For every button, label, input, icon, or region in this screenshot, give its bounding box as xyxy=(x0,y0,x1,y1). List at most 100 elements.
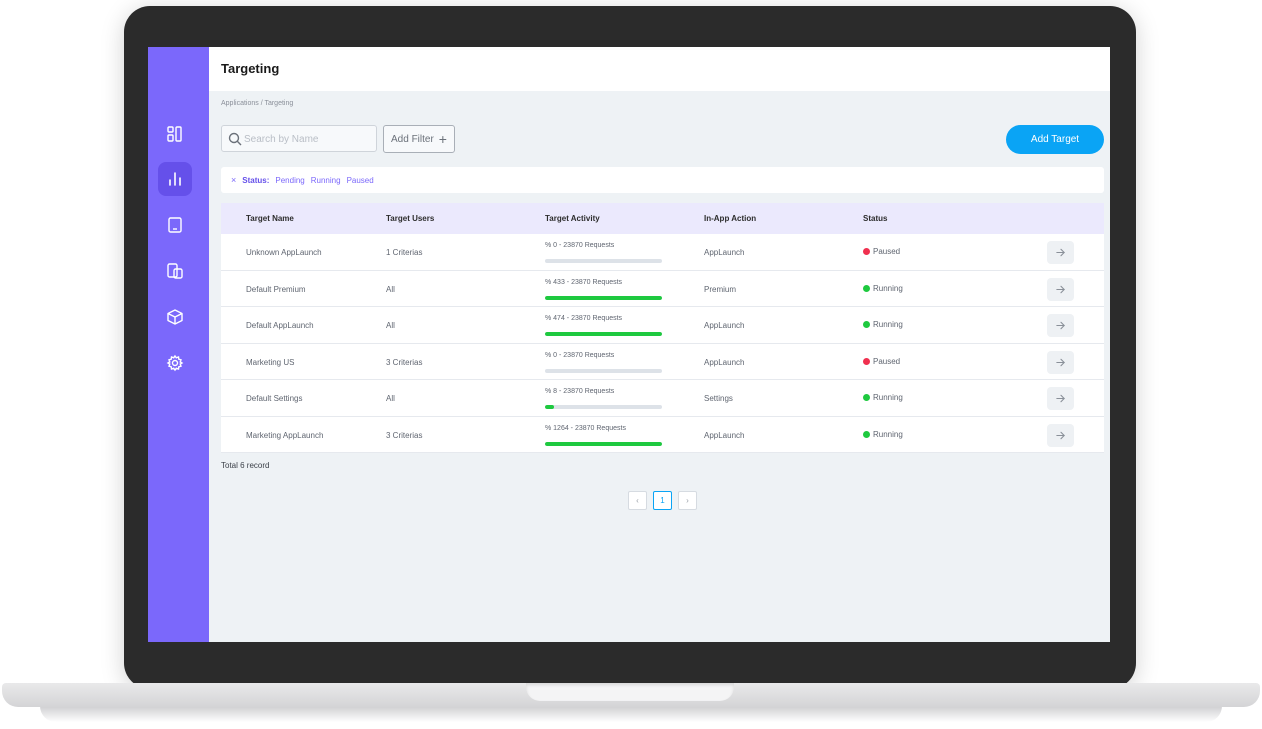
status-filter-bar: × Status: Pending Running Paused xyxy=(221,167,1104,193)
target-name: Default Premium xyxy=(246,284,306,294)
pagination-prev-button[interactable]: ‹ xyxy=(628,491,647,510)
total-records: Total 6 record xyxy=(221,461,270,470)
open-target-button[interactable] xyxy=(1047,423,1074,447)
target-users: All xyxy=(386,321,395,330)
in-app-action: AppLaunch xyxy=(704,248,745,257)
arrow-right-icon xyxy=(1056,394,1065,403)
target-name: Marketing AppLaunch xyxy=(246,430,324,440)
status-badge: Running xyxy=(863,393,903,402)
settings-icon xyxy=(166,354,184,372)
target-activity-text: % 433 - 23870 Requests xyxy=(545,278,623,286)
activity-progress-bar xyxy=(545,368,662,373)
open-target-button[interactable] xyxy=(1047,350,1074,374)
status-label: Paused xyxy=(873,356,901,366)
target-name: Default Settings xyxy=(246,394,303,403)
sidebar-item-devices[interactable] xyxy=(158,254,192,288)
status-dot-icon xyxy=(863,430,870,438)
sidebar-item-analytics[interactable] xyxy=(158,162,192,196)
target-activity-text: % 0 - 23870 Requests xyxy=(545,242,615,249)
status-dot-icon xyxy=(863,284,870,292)
sidebar-item-settings[interactable] xyxy=(158,346,192,380)
sidebar-item-dashboard[interactable] xyxy=(158,117,192,151)
status-dot-icon xyxy=(863,248,870,255)
target-users: All xyxy=(386,284,395,294)
table-row: Default Premium All % 433 - 23870 Reques… xyxy=(221,270,1104,307)
status-filter-running[interactable]: Running xyxy=(310,175,341,185)
activity-progress-bar xyxy=(545,295,662,300)
search-icon xyxy=(228,132,242,146)
status-badge: Paused xyxy=(863,357,900,366)
status-filter-pending[interactable]: Pending xyxy=(275,175,305,185)
open-target-button[interactable] xyxy=(1047,314,1074,337)
status-dot-icon xyxy=(863,321,870,328)
target-name: Default AppLaunch xyxy=(246,321,314,330)
activity-progress-fill xyxy=(545,405,555,409)
pagination-next-button[interactable]: › xyxy=(678,491,697,510)
status-label: Running xyxy=(873,283,903,293)
activity-progress-fill xyxy=(545,332,662,336)
target-users: All xyxy=(386,394,395,403)
column-header-target-users[interactable]: Target Users xyxy=(386,214,435,223)
table-row: Default AppLaunch All % 474 - 23870 Requ… xyxy=(221,307,1104,344)
arrow-right-icon xyxy=(1056,248,1065,257)
status-label: Running xyxy=(873,393,903,402)
status-dot-icon xyxy=(863,357,870,365)
target-users: 3 Criterias xyxy=(386,430,423,440)
sidebar-item-packages[interactable] xyxy=(158,300,192,334)
box-icon xyxy=(167,309,183,325)
arrow-right-icon xyxy=(1056,431,1065,439)
table-row: Default Settings All % 8 - 23870 Request… xyxy=(221,380,1104,417)
arrow-right-icon xyxy=(1056,285,1065,293)
in-app-action: AppLaunch xyxy=(704,321,745,330)
breadcrumb: Applications / Targeting xyxy=(221,100,294,107)
open-target-button[interactable] xyxy=(1047,277,1074,301)
tablet-icon xyxy=(168,217,182,233)
status-badge: Running xyxy=(863,320,903,329)
search-input[interactable] xyxy=(244,131,370,147)
column-header-status[interactable]: Status xyxy=(863,214,888,223)
dashboard-icon xyxy=(167,126,182,142)
targets-table: Target Name Target Users Target Activity… xyxy=(221,203,1104,453)
in-app-action: AppLaunch xyxy=(704,430,745,440)
target-activity-text: % 474 - 23870 Requests xyxy=(545,315,623,322)
table-body: Unknown AppLaunch 1 Criterias % 0 - 2387… xyxy=(221,234,1104,453)
activity-progress-fill xyxy=(545,295,662,300)
status-badge: Running xyxy=(863,430,903,439)
target-activity-text: % 8 - 23870 Requests xyxy=(545,388,615,395)
plus-icon: + xyxy=(438,131,447,147)
in-app-action: Settings xyxy=(704,394,733,403)
open-target-button[interactable] xyxy=(1047,387,1074,410)
search-box xyxy=(221,125,377,152)
target-name: Unknown AppLaunch xyxy=(246,248,322,257)
in-app-action: AppLaunch xyxy=(704,357,745,367)
column-header-in-app-action[interactable]: In-App Action xyxy=(704,214,757,223)
status-filter-key: Status: xyxy=(242,175,270,185)
page-title: Targeting xyxy=(221,61,280,76)
add-filter-button[interactable]: Add Filter + xyxy=(383,125,455,153)
status-filter-paused[interactable]: Paused xyxy=(346,175,374,185)
status-label: Running xyxy=(873,429,903,439)
activity-progress-bar xyxy=(545,332,662,336)
status-label: Paused xyxy=(873,247,901,256)
laptop-base-shadow xyxy=(40,706,1222,722)
page-header: Targeting xyxy=(209,47,1110,91)
status-badge: Paused xyxy=(863,247,900,256)
pagination-page-1[interactable]: 1 xyxy=(653,491,672,510)
laptop-notch xyxy=(526,683,734,701)
target-users: 3 Criterias xyxy=(386,357,423,367)
status-badge: Running xyxy=(863,284,903,293)
app-screen: Targeting Applications / Targeting Add F… xyxy=(148,47,1110,642)
close-icon[interactable]: × xyxy=(231,175,237,185)
chart-icon xyxy=(169,172,181,186)
add-target-button[interactable]: Add Target xyxy=(1006,125,1104,154)
table-row: Marketing US 3 Criterias % 0 - 23870 Req… xyxy=(221,343,1104,380)
activity-progress-bar xyxy=(545,441,662,446)
column-header-target-activity[interactable]: Target Activity xyxy=(545,214,600,223)
add-filter-label: Add Filter xyxy=(391,133,434,145)
open-target-button[interactable] xyxy=(1047,241,1074,264)
arrow-right-icon xyxy=(1056,321,1065,330)
column-header-target-name[interactable]: Target Name xyxy=(246,214,294,223)
target-users: 1 Criterias xyxy=(386,248,423,257)
sidebar-item-tablet[interactable] xyxy=(158,208,192,242)
in-app-action: Premium xyxy=(704,284,737,294)
